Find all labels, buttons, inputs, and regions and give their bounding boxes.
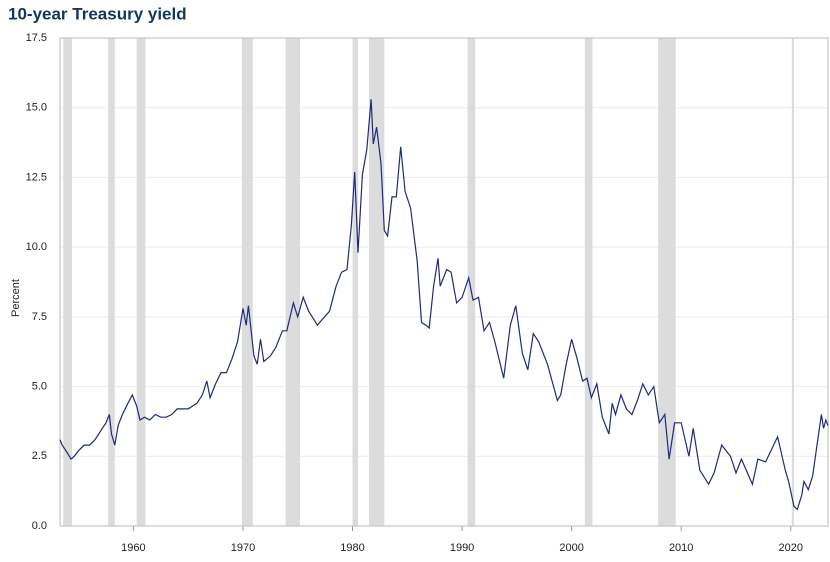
recession-band xyxy=(467,38,476,526)
x-tick-label: 1980 xyxy=(340,542,364,554)
x-tick-label: 2010 xyxy=(669,542,693,554)
recession-band xyxy=(658,38,676,526)
y-tick-label: 15.0 xyxy=(26,102,47,114)
recession-band xyxy=(584,38,593,526)
chart-title: 10-year Treasury yield xyxy=(8,4,187,23)
y-tick-label: 17.5 xyxy=(26,32,47,44)
recession-band xyxy=(136,38,146,526)
x-tick-label: 1970 xyxy=(231,542,255,554)
y-tick-label: 0.0 xyxy=(32,520,47,532)
x-tick-label: 2020 xyxy=(779,542,803,554)
y-tick-label: 7.5 xyxy=(32,311,47,323)
recession-band xyxy=(791,38,795,526)
y-axis-label: Percent xyxy=(10,279,22,317)
x-tick-label: 1990 xyxy=(450,542,474,554)
recession-band xyxy=(352,38,358,526)
recession-band xyxy=(63,38,73,526)
recession-band xyxy=(285,38,300,526)
y-tick-label: 10.0 xyxy=(26,241,47,253)
plot-frame xyxy=(59,37,829,527)
y-tick-label: 2.5 xyxy=(32,450,47,462)
recession-band xyxy=(241,38,253,526)
x-tick-label: 2000 xyxy=(559,542,583,554)
x-tick-label: 1960 xyxy=(121,542,145,554)
recession-band xyxy=(108,38,115,526)
line xyxy=(59,99,829,511)
y-tick-label: 12.5 xyxy=(26,171,47,183)
y-tick-label: 5.0 xyxy=(32,380,47,392)
